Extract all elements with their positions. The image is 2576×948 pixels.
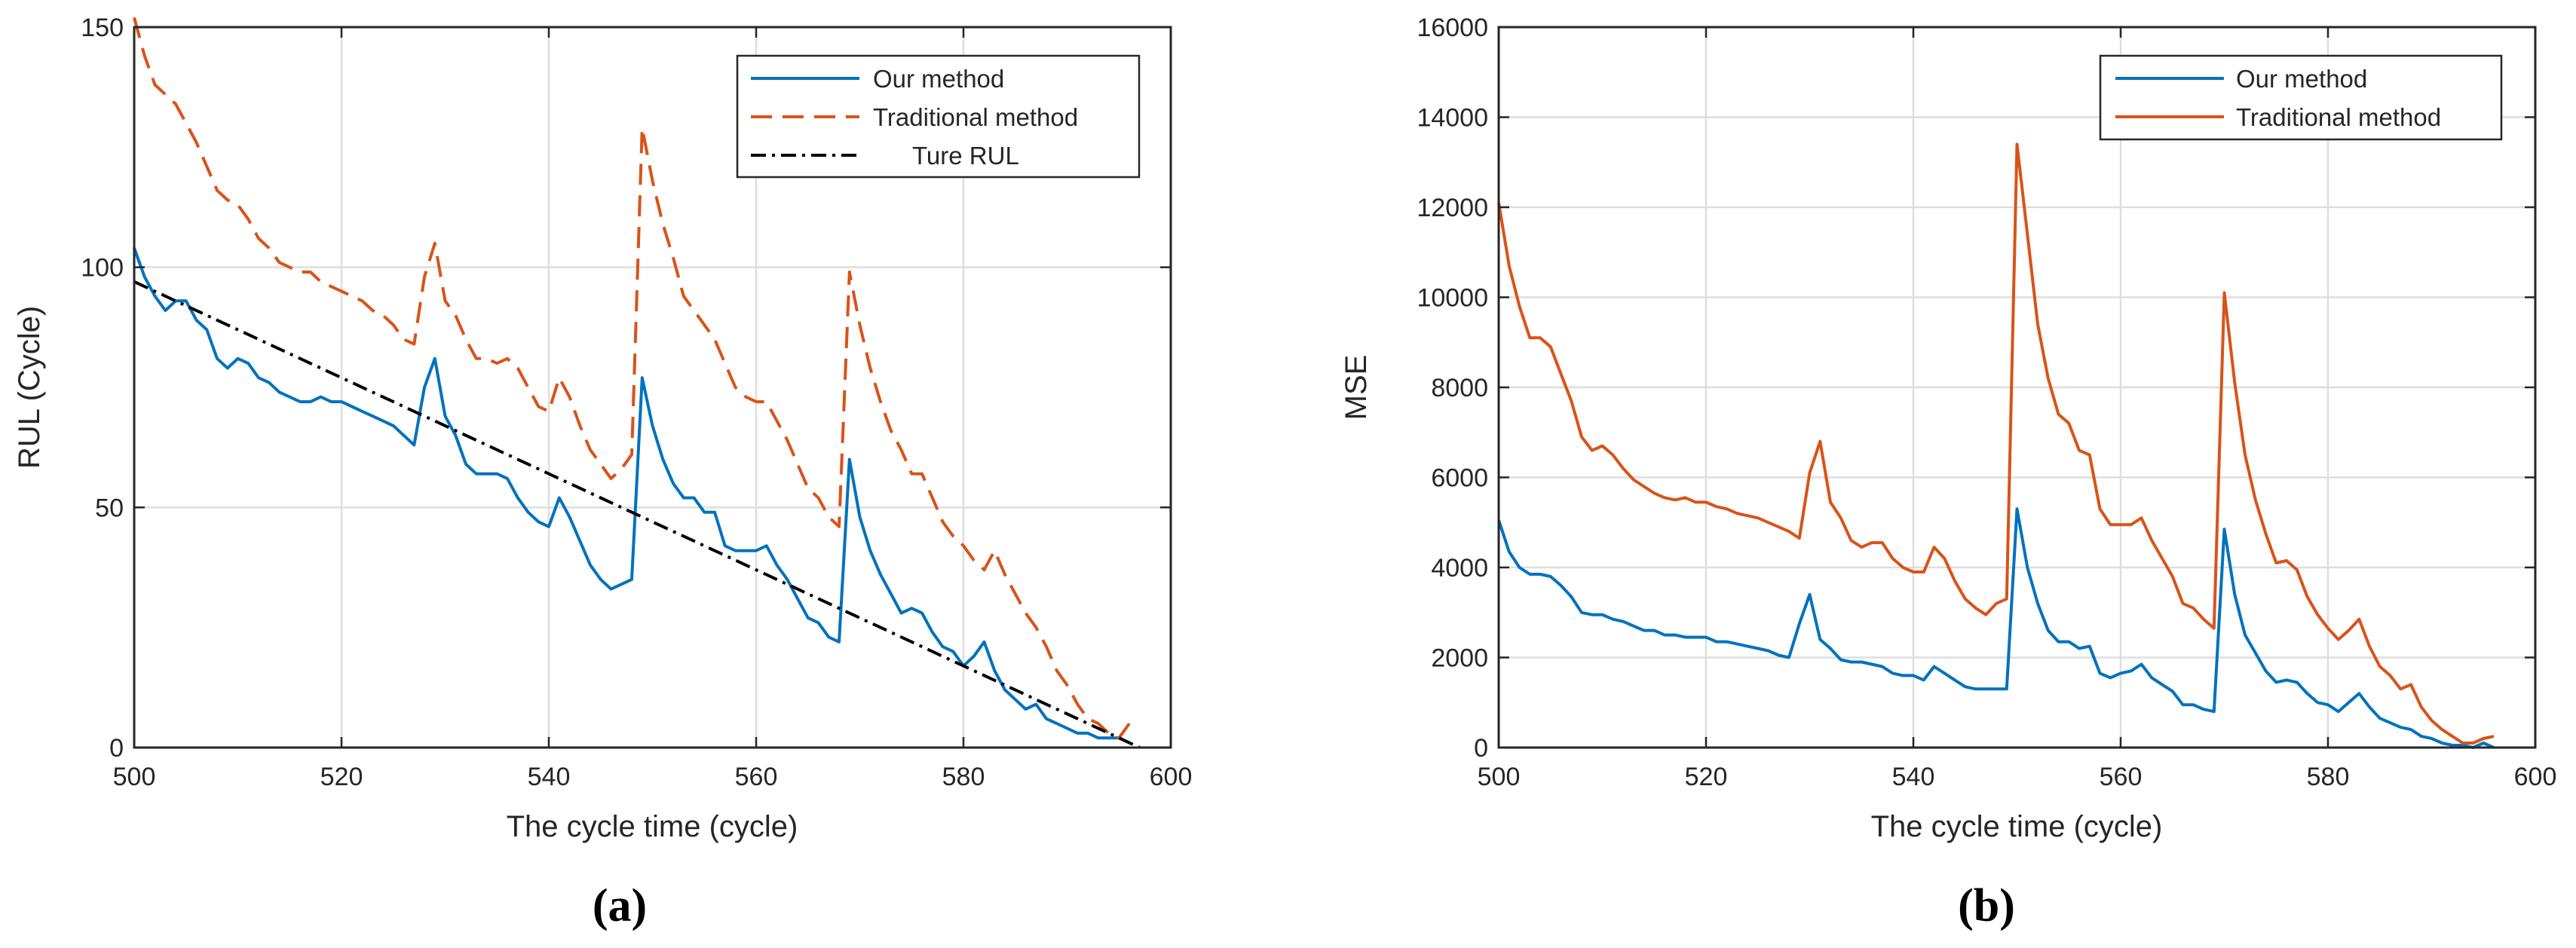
x-tick-label-a: 540	[528, 763, 571, 791]
y-axis-label-a: RUL (Cycle)	[13, 306, 46, 469]
series-line-traditional-method-a	[133, 17, 1131, 740]
y-axis-label-b: MSE	[1340, 355, 1373, 420]
x-tick-label-b: 560	[2100, 763, 2143, 791]
x-axis-label-b: The cycle time (cycle)	[1871, 810, 2163, 843]
y-tick-label-b: 8000	[1431, 374, 1488, 402]
y-tick-label-b: 0	[1474, 734, 1488, 763]
y-tick-label-b: 10000	[1417, 284, 1488, 313]
x-tick-label-a: 560	[735, 763, 778, 791]
y-tick-label-a: 150	[81, 14, 124, 42]
series-line-our-method-a	[133, 247, 1130, 745]
legend-a: Our method Traditional method Ture RUL	[736, 54, 1141, 179]
legend-label-our-method-b: Our method	[2236, 65, 2367, 93]
x-tick-label-b: 540	[1892, 763, 1935, 791]
panel-label-b: (b)	[1958, 880, 2015, 931]
series-line-our-method-b	[1497, 507, 2495, 749]
legend-label-our-method-a: Our method	[873, 65, 1004, 93]
y-tick-label-b: 14000	[1417, 104, 1488, 133]
ticks-a: 500 520 540 560 580 600 0 50 100 150	[81, 14, 1192, 791]
panel-label-a: (a)	[593, 880, 647, 931]
chart-panel-a: 500 520 540 560 580 600 0 50 100 150 The cycle ti…	[13, 14, 1192, 931]
y-tick-label-b: 6000	[1431, 464, 1488, 493]
series-line-traditional-method-b	[1497, 142, 2495, 745]
legend-box-b	[2099, 54, 2503, 141]
series-b	[1497, 142, 2495, 749]
plot-frame-a	[133, 26, 1172, 749]
y-tick-label-b: 2000	[1431, 644, 1488, 673]
y-tick-label-a: 50	[95, 494, 124, 522]
grid-b	[1499, 27, 2535, 748]
x-tick-label-b: 520	[1685, 763, 1728, 791]
x-tick-label-a: 520	[320, 763, 363, 791]
legend-box-a	[736, 54, 1141, 179]
legend-label-traditional-a: Traditional method	[873, 103, 1078, 131]
legend-label-true-rul-a: Ture RUL	[912, 142, 1019, 170]
legend-label-traditional-b: Traditional method	[2236, 103, 2441, 131]
ticks-b: 500 520 540 560 580 6000200040006000800010000…	[1417, 14, 2556, 791]
x-tick-label-b: 600	[2514, 763, 2557, 791]
y-tick-label-b: 16000	[1417, 14, 1488, 42]
y-tick-label-a: 0	[109, 734, 124, 763]
x-tick-label-b: 580	[2307, 763, 2350, 791]
y-tick-label-b: 12000	[1417, 194, 1488, 222]
y-tick-label-b: 4000	[1431, 554, 1488, 583]
chart-panel-b: 500 520 540 560 580 6000200040006000800010000…	[1340, 14, 2556, 931]
x-tick-label-a: 600	[1150, 763, 1193, 791]
x-tick-label-a: 500	[113, 763, 156, 791]
x-axis-label-a: The cycle time (cycle)	[507, 810, 798, 843]
x-tick-label-a: 580	[942, 763, 985, 791]
y-tick-label-a: 100	[81, 254, 124, 283]
legend-b: Our method Traditional method	[2099, 54, 2503, 141]
x-tick-label-b: 500	[1478, 763, 1521, 791]
series-a	[133, 17, 1141, 749]
series-line-ture-rul-a	[133, 280, 1141, 749]
